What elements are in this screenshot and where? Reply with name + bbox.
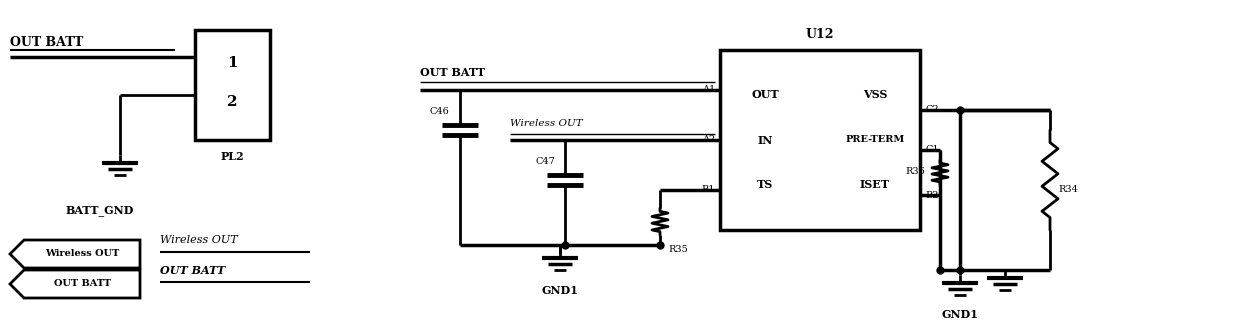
Text: B2: B2: [925, 191, 939, 200]
Text: U12: U12: [806, 28, 835, 41]
Text: Wireless OUT: Wireless OUT: [510, 119, 583, 128]
Text: OUT: OUT: [751, 89, 779, 101]
Text: BATT_GND: BATT_GND: [66, 205, 134, 215]
Bar: [720, 50, 920, 230]
Text: R35: R35: [668, 246, 688, 255]
Text: C1: C1: [925, 146, 939, 155]
Text: C46: C46: [430, 108, 450, 117]
Text: C47: C47: [534, 158, 554, 166]
Text: Wireless OUT: Wireless OUT: [45, 250, 119, 259]
Text: ISET: ISET: [861, 179, 890, 191]
Text: A1: A1: [702, 85, 715, 94]
Text: TS: TS: [756, 179, 773, 191]
Text: OUT BATT: OUT BATT: [53, 279, 110, 289]
Polygon shape: [10, 270, 140, 298]
Text: Wireless OUT: Wireless OUT: [160, 235, 238, 245]
Text: OUT BATT: OUT BATT: [160, 264, 226, 275]
Text: OUT BATT: OUT BATT: [420, 67, 485, 77]
Text: 1: 1: [227, 56, 238, 70]
Text: A2: A2: [702, 135, 715, 145]
Polygon shape: [10, 240, 140, 268]
Text: R34: R34: [1058, 185, 1078, 195]
Text: PL2: PL2: [221, 151, 244, 162]
Text: 2: 2: [227, 94, 238, 109]
Text: IN: IN: [758, 134, 773, 146]
Text: C2: C2: [925, 106, 939, 115]
Text: VSS: VSS: [863, 89, 887, 101]
Text: GND1: GND1: [542, 285, 578, 296]
Text: GND1: GND1: [941, 309, 978, 320]
Text: OUT BATT: OUT BATT: [10, 35, 83, 49]
Text: B1: B1: [702, 185, 715, 195]
Text: PRE-TERM: PRE-TERM: [846, 135, 905, 145]
Bar: [195, 30, 270, 140]
Text: R36: R36: [905, 167, 925, 176]
